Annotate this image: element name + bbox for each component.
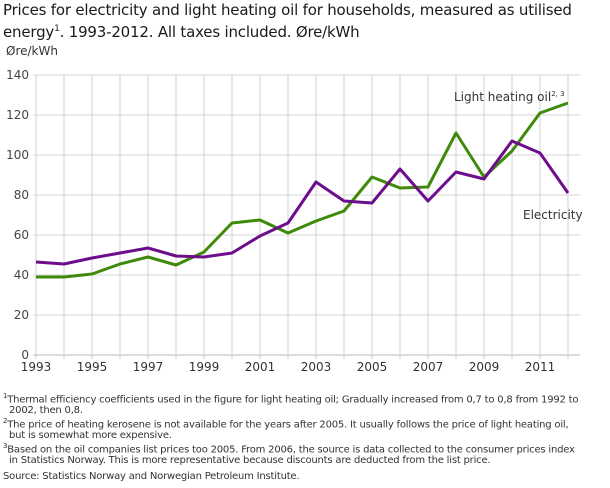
x-tick-label: 2009	[469, 360, 500, 374]
x-tick-label: 2011	[525, 360, 556, 374]
y-tick-label: 60	[14, 228, 29, 242]
series-label-light-heating-oil: Light heating oil2, 3	[454, 90, 565, 104]
x-tick-label: 1995	[77, 360, 108, 374]
x-tick-label: 1993	[21, 360, 52, 374]
y-tick-label: 0	[21, 348, 29, 362]
x-tick-label: 2005	[357, 360, 388, 374]
y-tick-label: 80	[14, 188, 29, 202]
x-tick-label: 2003	[301, 360, 332, 374]
series-label-electricity: Electricity	[523, 208, 583, 222]
title-footnote-mark: 1	[54, 24, 60, 34]
series-line-electricity	[35, 139, 570, 266]
chart-title: Prices for electricity and light heating…	[3, 1, 572, 41]
y-axis-label: Øre/kWh	[6, 44, 58, 58]
series-line-light-heating-oil	[36, 101, 569, 279]
y-tick-label: 100	[6, 148, 29, 162]
y-tick-label: 120	[6, 108, 29, 122]
footnote-3: 3Based on the oil companies list prices …	[3, 442, 575, 467]
x-tick-label: 2001	[245, 360, 276, 374]
footnote-1: 1Thermal efficiency coefficients used in…	[3, 392, 579, 417]
y-tick-label: 40	[14, 268, 29, 282]
y-tick-label: 20	[14, 308, 29, 322]
line-chart: 0 20 40 60 80 100 120 140 1993 1995 1997 1999 2001 20…	[6, 68, 583, 374]
y-tick-label: 140	[6, 68, 29, 82]
x-tick-label: 1997	[133, 360, 164, 374]
x-tick-label: 2007	[413, 360, 444, 374]
footnote-2: 2The price of heating kerosene is not av…	[3, 417, 569, 442]
source-note: Source: Statistics Norway and Norwegian …	[3, 471, 300, 482]
x-tick-label: 1999	[189, 360, 220, 374]
